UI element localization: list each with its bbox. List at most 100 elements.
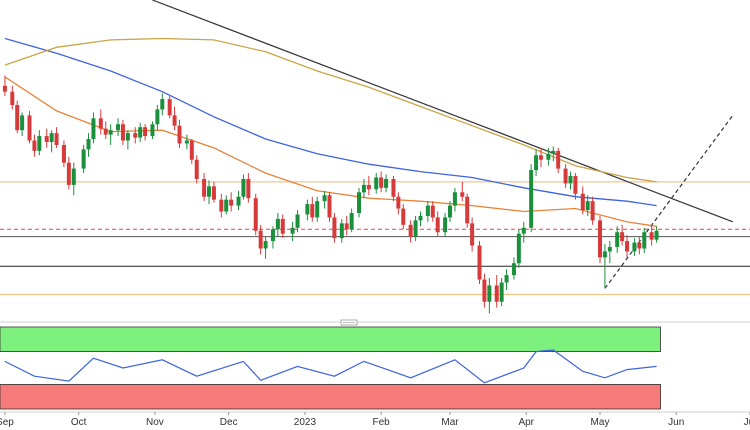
candle — [327, 192, 332, 222]
candle-body — [435, 217, 440, 233]
candle — [430, 201, 435, 222]
candle — [470, 217, 475, 252]
candle-body — [654, 230, 659, 240]
candle — [499, 278, 504, 307]
oversold-zone — [0, 383, 661, 410]
candle — [361, 178, 366, 199]
candle-body — [155, 109, 160, 125]
candle — [133, 127, 138, 144]
candle-body — [361, 184, 366, 193]
candle — [219, 193, 224, 218]
candle — [37, 130, 42, 156]
candle-body — [546, 153, 551, 160]
candle-body — [384, 178, 389, 188]
candle — [494, 275, 499, 308]
candle-body — [607, 247, 612, 252]
candle-body — [219, 199, 224, 212]
candle — [637, 236, 642, 255]
candle-body — [391, 178, 396, 197]
downtrend-line — [152, 0, 734, 223]
candle — [236, 190, 241, 211]
candle-body — [98, 118, 103, 129]
candle — [322, 190, 327, 209]
candle — [275, 212, 280, 237]
candle — [401, 204, 406, 230]
candle — [310, 196, 315, 222]
candle-body — [563, 168, 568, 184]
candle — [207, 180, 212, 205]
candle — [20, 112, 25, 137]
candle — [241, 174, 246, 200]
candle — [408, 220, 413, 243]
candle — [246, 173, 251, 203]
candle — [487, 278, 492, 314]
candle-body — [61, 144, 66, 163]
candle-body — [310, 204, 315, 218]
candle-body — [529, 170, 534, 228]
x-tick-label: May — [591, 417, 610, 428]
candle — [120, 119, 125, 145]
candle-body — [290, 227, 295, 234]
candle-body — [516, 233, 521, 264]
candle — [27, 110, 32, 144]
candle — [167, 96, 172, 119]
candle-body — [379, 177, 384, 188]
candle — [516, 229, 521, 268]
x-tick-label: Jun — [668, 417, 684, 428]
candle — [482, 273, 487, 308]
candle — [425, 201, 430, 222]
candle — [103, 121, 108, 140]
candle-body — [396, 196, 401, 209]
candle-body — [551, 150, 556, 154]
candle-body — [120, 124, 125, 141]
candle — [374, 173, 379, 194]
candle-body — [649, 232, 654, 240]
x-tick-label: Sep — [0, 417, 14, 428]
candle-body — [211, 186, 216, 200]
candle — [224, 195, 229, 215]
candle-body — [189, 140, 194, 160]
candle-body — [448, 205, 452, 218]
candle-body — [534, 155, 539, 171]
candle — [357, 187, 362, 218]
candle-body — [20, 115, 25, 131]
candle-body — [401, 208, 406, 225]
panel-divider[interactable] — [0, 319, 750, 326]
candle — [253, 193, 258, 236]
moving-average-line — [4, 76, 657, 227]
candle-body — [253, 198, 258, 231]
candle-body — [207, 186, 212, 197]
candle-body — [602, 251, 607, 258]
candle-body — [494, 285, 499, 302]
candle-body — [615, 232, 620, 248]
candle-body — [452, 192, 457, 206]
candle — [418, 211, 423, 227]
candle-body — [408, 224, 413, 237]
candle-body — [556, 150, 561, 169]
candle-body — [413, 220, 418, 237]
candle-body — [177, 125, 182, 144]
candle-body — [327, 195, 332, 218]
candle — [521, 221, 526, 243]
candle — [598, 215, 602, 264]
candle — [125, 130, 130, 150]
candle — [529, 164, 534, 233]
candle-body — [590, 201, 595, 221]
candle — [54, 127, 59, 148]
candle-body — [49, 133, 54, 142]
candle-body — [504, 275, 509, 283]
candle-body — [477, 245, 482, 280]
candle-body — [138, 127, 143, 138]
candle-body — [357, 192, 362, 213]
candle-body — [332, 217, 337, 239]
candle-body — [116, 124, 121, 131]
candle — [295, 210, 300, 233]
candle-body — [632, 242, 637, 252]
candle-body — [194, 159, 199, 179]
candle — [61, 140, 66, 168]
candle-body — [568, 176, 573, 184]
candle-body — [258, 230, 263, 249]
candle — [258, 224, 263, 255]
candle-body — [37, 136, 42, 151]
